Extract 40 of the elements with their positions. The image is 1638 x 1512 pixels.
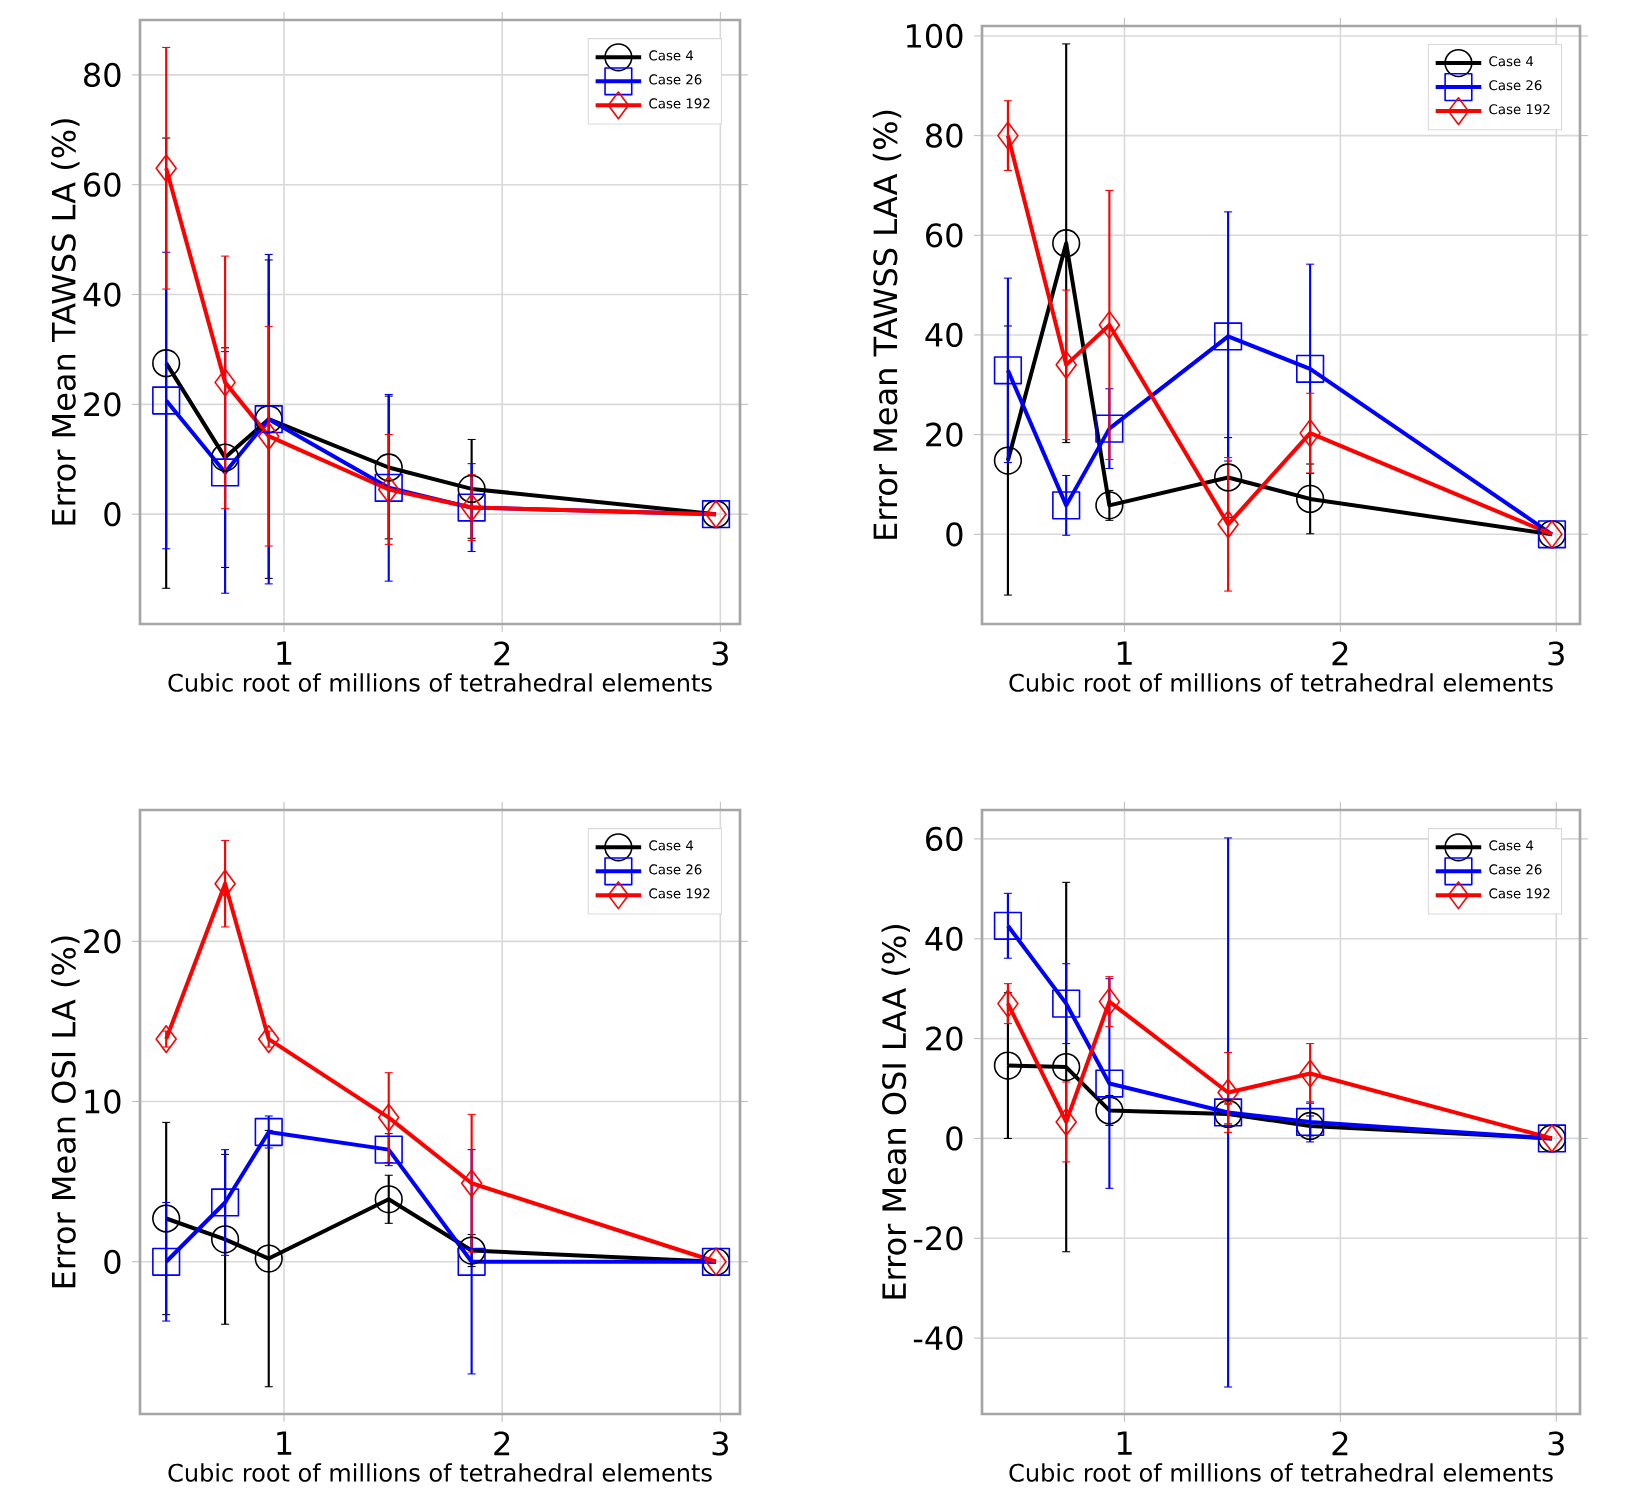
- y-axis-title: Error Mean OSI LA (%): [51, 936, 80, 1288]
- y-tick-label: 40: [925, 926, 963, 951]
- y-axis-title: Error Mean OSI LAA (%): [881, 925, 911, 1299]
- y-tick-label: 40: [925, 322, 963, 348]
- x-tick-label: 1: [277, 1431, 292, 1455]
- x-axis-title: Cubic root of millions of tetrahedral elements: [1009, 1463, 1553, 1482]
- x-tick-label: 1: [1117, 1431, 1132, 1455]
- y-tick-label: 10: [85, 1089, 121, 1114]
- x-tick-label: 2: [1332, 1431, 1348, 1456]
- y-tick-label: 20: [84, 929, 121, 954]
- x-tick-label: 1: [1117, 641, 1132, 665]
- y-tick-label: 80: [84, 62, 121, 88]
- x-tick-label: 3: [712, 641, 728, 666]
- y-axis-title: Error Mean TAWSS LAA (%): [872, 110, 902, 539]
- y-tick-label: 60: [84, 172, 121, 197]
- y-tick-label: 40: [83, 282, 121, 307]
- y-tick-label: 0: [946, 1126, 963, 1151]
- y-tick-label: 100: [907, 23, 963, 49]
- x-tick-label: 2: [494, 641, 510, 666]
- y-tick-label: 20: [926, 422, 963, 447]
- y-tick-label: -20: [913, 1226, 963, 1251]
- x-tick-label: 3: [712, 1431, 728, 1456]
- y-tick-label: 60: [926, 826, 963, 852]
- x-tick-label: 2: [1332, 641, 1348, 666]
- x-tick-label: 3: [1548, 1431, 1564, 1456]
- x-axis-title: Cubic root of millions of tetrahedral elements: [1009, 673, 1553, 692]
- y-tick-label: 0: [946, 522, 963, 547]
- y-tick-label: -40: [913, 1325, 963, 1351]
- x-axis-title: Cubic root of millions of tetrahedral elements: [168, 673, 712, 692]
- y-tick-label: 20: [84, 392, 121, 417]
- y-tick-label: 80: [926, 123, 963, 148]
- x-axis-title: Cubic root of millions of tetrahedral elements: [168, 1463, 712, 1482]
- y-tick-label: 20: [926, 1026, 963, 1051]
- y-tick-label: 0: [104, 502, 121, 527]
- y-tick-label: 0: [104, 1249, 121, 1274]
- x-tick-label: 1: [277, 641, 292, 665]
- x-tick-label: 3: [1548, 641, 1564, 666]
- y-axis-title: Error Mean TAWSS LA (%): [51, 119, 80, 525]
- y-tick-label: 60: [926, 223, 963, 248]
- x-tick-label: 2: [494, 1431, 510, 1456]
